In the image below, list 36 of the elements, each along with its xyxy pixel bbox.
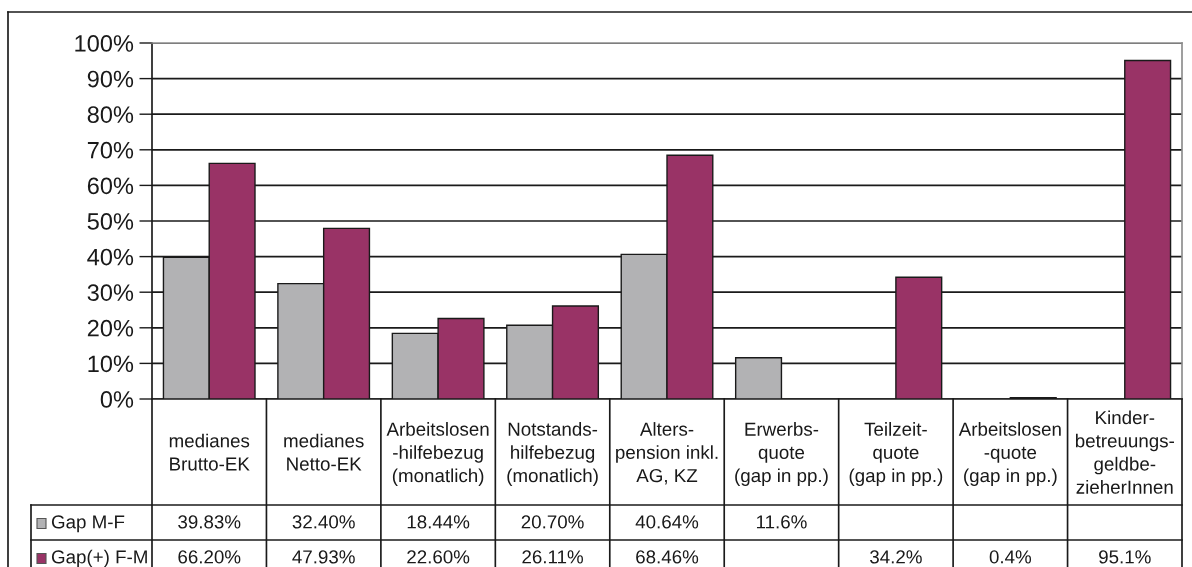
y-tick-label: 60% bbox=[87, 177, 134, 195]
data-label: 47.93% bbox=[292, 550, 355, 564]
y-tick-label: 70% bbox=[87, 141, 134, 159]
y-tick-label: 0% bbox=[100, 391, 134, 408]
x-tick-label: medianes Brutto-EK bbox=[169, 433, 250, 471]
data-label: 66.20% bbox=[178, 550, 241, 564]
x-tick-label: Kinder- betreuungs- geldbe- zieherInnen bbox=[1075, 410, 1174, 494]
y-tick-label: 20% bbox=[87, 319, 134, 337]
x-tick-label: medianes Netto-EK bbox=[284, 433, 364, 471]
x-tick-label: Alters- pension inkl. AG, KZ bbox=[616, 422, 718, 485]
data-label: 34.2% bbox=[870, 550, 922, 564]
y-tick-label: 80% bbox=[87, 106, 134, 123]
y-tick-label: 90% bbox=[87, 70, 134, 88]
data-label: 39.83% bbox=[178, 515, 241, 529]
x-tick-label: Arbeitslosen -hilfebezug (monatlich) bbox=[386, 422, 489, 486]
data-label: 95.1% bbox=[1099, 550, 1151, 564]
y-tick-label: 100% bbox=[75, 35, 134, 52]
y-tick-label: 50% bbox=[87, 213, 134, 230]
data-label: 11.6% bbox=[756, 515, 807, 529]
data-label: 18.44% bbox=[407, 515, 470, 529]
y-tick-label: 30% bbox=[87, 284, 134, 301]
data-label: 20.70% bbox=[521, 515, 584, 529]
data-label: 22.60% bbox=[407, 550, 470, 564]
data-label: 32.40% bbox=[292, 515, 355, 529]
x-tick-label: Notstands- hilfebezug (monatlich) bbox=[507, 422, 598, 486]
x-tick-label: Teilzeit- quote (gap in pp.) bbox=[849, 422, 943, 486]
legend-label: Gap(+) F-M bbox=[51, 549, 147, 567]
x-tick-label: Erwerbs- quote (gap in pp.) bbox=[735, 422, 828, 486]
y-tick-label: 10% bbox=[88, 355, 134, 373]
data-label: 40.64% bbox=[635, 515, 699, 529]
x-tick-label: Arbeitslosen -quote (gap in pp.) bbox=[958, 422, 1061, 486]
data-label: 26.11% bbox=[522, 550, 583, 564]
data-label: 0.4% bbox=[989, 550, 1032, 564]
y-tick-label: 40% bbox=[87, 248, 134, 266]
legend-label: Gap M-F bbox=[51, 515, 125, 533]
data-label: 68.46% bbox=[636, 550, 699, 564]
